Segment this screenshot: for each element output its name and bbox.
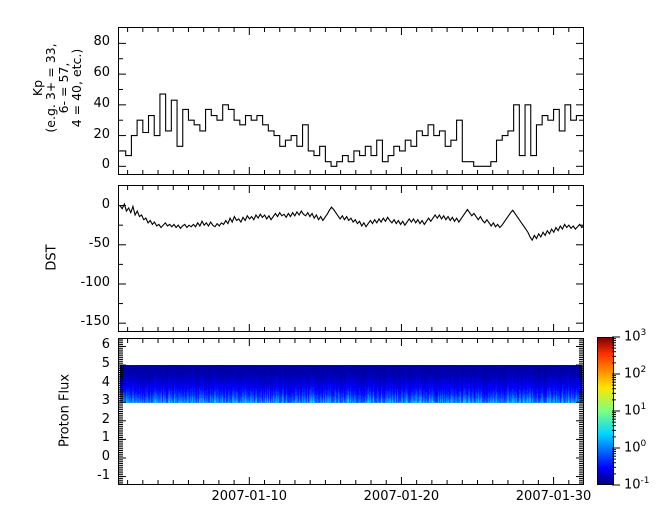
y-tick-label: 3 <box>101 393 110 409</box>
kp-panel <box>118 27 584 175</box>
y-tick-label: -100 <box>80 274 110 290</box>
colorbar-tick-exponent: 2 <box>640 365 647 375</box>
colorbar-tick-label: 102 <box>624 365 646 381</box>
dst-plot-area <box>119 186 583 331</box>
colorbar-tick-exponent: 0 <box>640 439 647 449</box>
colorbar-tick-mantissa: 10 <box>624 477 641 493</box>
dst-y-axis-label: DST <box>44 244 60 271</box>
colorbar-tick-label: 103 <box>624 328 646 344</box>
colorbar-tick-mantissa: 10 <box>624 329 641 345</box>
y-tick-label: 5 <box>101 355 110 371</box>
colorbar-tick-exponent: 3 <box>640 328 647 338</box>
y-tick-label: 4 <box>101 374 110 390</box>
colorbar-tick-label: 101 <box>624 402 646 418</box>
y-tick-label: 40 <box>93 95 110 111</box>
colorbar-tick-exponent: -1 <box>640 476 650 486</box>
y-tick-label: 20 <box>93 126 110 142</box>
colorbar-tick-exponent: 1 <box>640 402 647 412</box>
x-tick-label: 2007-01-10 <box>211 489 288 504</box>
y-tick-label: -50 <box>88 235 110 251</box>
x-tick-label: 2007-01-30 <box>515 489 592 504</box>
colorbar-tick-label: 100 <box>624 439 646 455</box>
y-tick-label: 60 <box>93 65 110 81</box>
y-tick-label: 0 <box>101 157 110 173</box>
dst-panel <box>118 185 584 332</box>
proton-flux-panel <box>118 338 584 485</box>
colorbar-tick-mantissa: 10 <box>624 366 641 382</box>
y-tick-label: 0 <box>101 196 110 212</box>
y-tick-label: 2 <box>101 411 110 427</box>
y-tick-label: 80 <box>93 34 110 50</box>
x-tick-label: 2007-01-20 <box>363 489 440 504</box>
colorbar-tick-mantissa: 10 <box>624 403 641 419</box>
colorbar-tick-marks <box>612 336 620 486</box>
y-tick-label: 1 <box>101 430 110 446</box>
colorbar-tick-label: 10-1 <box>624 476 650 492</box>
proton-flux-plot-area <box>119 339 583 484</box>
y-tick-label: 0 <box>101 448 110 464</box>
kp-plot-area <box>119 28 583 174</box>
colorbar-tick-mantissa: 10 <box>624 440 641 456</box>
y-tick-label: 6 <box>101 337 110 353</box>
y-tick-label: -150 <box>80 314 110 330</box>
y-tick-label: -1 <box>97 467 110 483</box>
